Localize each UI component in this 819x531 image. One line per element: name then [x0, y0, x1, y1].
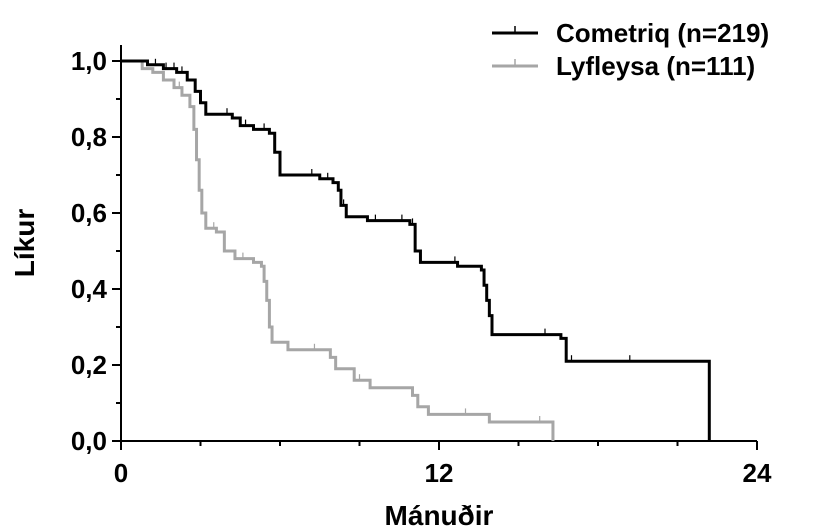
- series-line-1: [121, 59, 555, 441]
- y-tick-label: 0,0: [71, 426, 107, 456]
- x-axis-title: Mánuðir: [385, 500, 494, 531]
- y-ticks: 0,0 0,2 0,4 0,6 0,8 1,0: [71, 46, 121, 456]
- y-tick-label: 1,0: [71, 46, 107, 76]
- y-axis-title: Líkur: [9, 209, 40, 278]
- series-line-0: [121, 59, 711, 441]
- x-tick-label: 0: [114, 458, 128, 488]
- y-tick-label: 0,8: [71, 122, 107, 152]
- legend-label-1: Lyfleysa (n=111): [556, 51, 755, 81]
- x-tick-label: 24: [743, 458, 772, 488]
- legend: Cometriq (n=219)Lyfleysa (n=111): [492, 18, 769, 81]
- x-tick-label: 12: [425, 458, 454, 488]
- y-tick-label: 0,6: [71, 198, 107, 228]
- series-layer: [121, 58, 711, 441]
- x-ticks: 0 12 24: [114, 441, 772, 488]
- legend-label-0: Cometriq (n=219): [556, 18, 769, 48]
- y-tick-label: 0,2: [71, 350, 107, 380]
- axes: [120, 45, 757, 442]
- y-tick-label: 0,4: [71, 274, 108, 304]
